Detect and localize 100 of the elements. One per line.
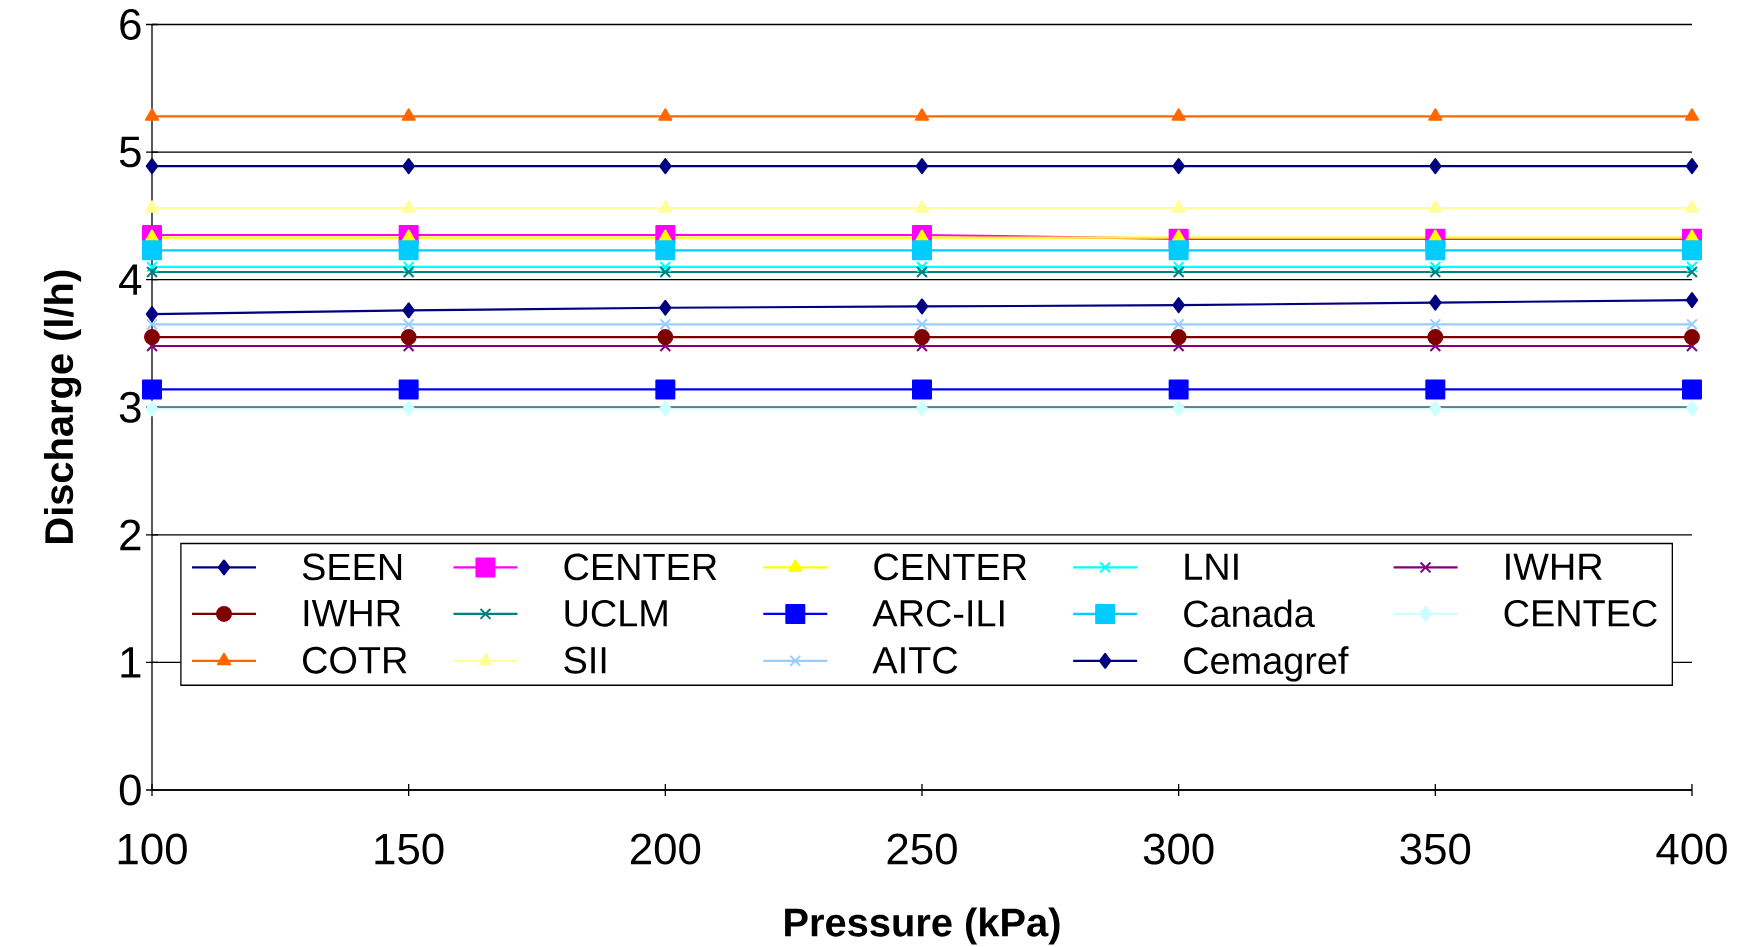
point <box>1685 292 1699 309</box>
y-tick-label: 4 <box>119 264 142 295</box>
point <box>1429 260 1442 273</box>
point <box>1170 329 1187 346</box>
legend-label: LNI <box>1185 553 1238 580</box>
point <box>1425 379 1446 400</box>
point <box>1172 400 1185 417</box>
point <box>144 329 160 346</box>
point <box>658 200 673 213</box>
point <box>1427 329 1444 346</box>
point <box>1428 200 1443 213</box>
y-tick-label: 0 <box>119 774 141 806</box>
point <box>916 318 928 331</box>
point <box>1429 266 1442 278</box>
point <box>913 329 930 346</box>
point <box>402 158 415 175</box>
legend-label: ARC-ILI <box>872 599 1004 627</box>
y-tick-label: 6 <box>120 8 141 41</box>
point <box>1429 294 1442 311</box>
point <box>915 298 929 315</box>
point <box>1168 240 1189 261</box>
point <box>1429 400 1442 417</box>
legend-label: CENTER <box>874 553 1027 581</box>
point <box>911 240 932 261</box>
legend-label: CENTER <box>564 553 717 581</box>
point <box>914 108 930 121</box>
point <box>659 266 672 278</box>
point <box>1685 400 1699 417</box>
point <box>1429 158 1442 175</box>
point <box>1171 108 1186 121</box>
x-tick-label: 200 <box>630 833 701 865</box>
point <box>657 329 674 346</box>
point <box>1172 158 1185 175</box>
point <box>1686 318 1698 331</box>
point <box>1428 108 1443 121</box>
point <box>144 108 160 121</box>
x-tick-label: 350 <box>1400 833 1471 865</box>
point <box>1686 266 1698 278</box>
point <box>402 266 415 278</box>
point <box>915 400 929 417</box>
point <box>1172 266 1185 278</box>
point <box>402 260 415 273</box>
point <box>914 200 930 213</box>
point <box>402 318 415 331</box>
point <box>146 266 158 278</box>
x-tick-label: 100 <box>118 833 187 865</box>
point <box>659 400 672 417</box>
point <box>655 240 676 261</box>
x-axis-title: Pressure (kPa) <box>785 907 1060 945</box>
point <box>145 306 159 323</box>
point <box>145 158 159 175</box>
point <box>398 379 419 400</box>
point <box>658 108 673 121</box>
y-tick-label: 1 <box>121 647 141 678</box>
point <box>659 260 672 273</box>
point <box>915 158 929 175</box>
x-tick-label: 300 <box>1143 833 1214 865</box>
legend-label: CENTEC <box>1504 599 1657 627</box>
point <box>142 240 162 261</box>
legend-label: AITC <box>872 646 958 674</box>
point <box>401 108 416 121</box>
point <box>659 318 672 331</box>
point <box>916 260 928 273</box>
point <box>1684 200 1700 213</box>
point <box>144 200 160 213</box>
legend-label: IWHR <box>1506 553 1602 580</box>
point <box>1681 379 1702 400</box>
point <box>1171 200 1186 213</box>
point <box>398 240 419 261</box>
y-tick-label: 2 <box>120 519 141 551</box>
y-tick-label: 5 <box>119 136 141 168</box>
x-tick-label: 250 <box>887 833 957 865</box>
point <box>1429 318 1442 331</box>
point <box>146 260 158 273</box>
x-tick-label: 150 <box>375 833 444 865</box>
point <box>911 379 932 400</box>
legend-label: SEEN <box>302 553 402 581</box>
point <box>1683 329 1700 346</box>
point <box>1686 260 1698 273</box>
point <box>401 200 416 213</box>
point <box>402 400 415 417</box>
legend-label: IWHR <box>304 600 401 627</box>
point <box>142 379 162 400</box>
legend-label: UCLM <box>565 599 667 627</box>
point <box>1172 260 1185 273</box>
point <box>1425 240 1446 261</box>
y-tick-label: 3 <box>119 391 141 423</box>
legend-label: COTR <box>303 646 407 674</box>
point <box>659 299 672 316</box>
point <box>1684 108 1700 121</box>
legend-label: SII <box>564 646 606 674</box>
point <box>1168 379 1189 400</box>
legend-label: Canada <box>1184 599 1315 628</box>
point <box>146 318 158 331</box>
y-axis-title: Discharge (l/h) <box>43 270 82 543</box>
point <box>659 158 672 175</box>
point <box>1172 318 1185 331</box>
point <box>400 329 417 346</box>
point <box>1685 158 1699 175</box>
point <box>402 302 415 319</box>
